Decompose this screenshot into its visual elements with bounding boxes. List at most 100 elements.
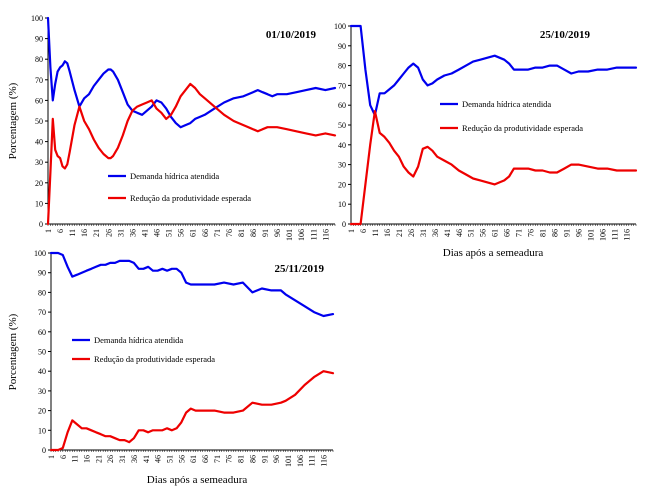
y-tick-label: 0	[342, 220, 346, 229]
x-tick-label: 26	[106, 455, 115, 463]
x-tick-label: 81	[539, 229, 548, 237]
x-tick-label: 46	[154, 455, 163, 463]
x-tick-label: 66	[201, 229, 210, 237]
x-tick-label: 101	[284, 455, 293, 467]
x-tick-label: 36	[130, 455, 139, 463]
x-tick-label: 61	[491, 229, 500, 237]
y-tick-label: 10	[35, 199, 43, 208]
series-line-demanda	[349, 24, 638, 117]
x-tick-label: 76	[225, 229, 234, 237]
chart-title: 25/10/2019	[540, 29, 591, 41]
x-tick-label: 111	[610, 229, 619, 240]
legend-label: Redução da produtividade esperada	[130, 193, 251, 203]
x-tick-label: 56	[177, 455, 186, 463]
x-tick-label: 6	[59, 455, 68, 459]
x-tick-label: 116	[321, 229, 330, 241]
x-tick-label: 11	[71, 455, 80, 463]
x-tick-label: 91	[563, 229, 572, 237]
x-tick-label: 16	[83, 455, 92, 463]
y-tick-label: 90	[35, 35, 43, 44]
x-tick-label: 51	[165, 455, 174, 463]
y-tick-label: 50	[38, 348, 46, 357]
y-tick-label: 80	[35, 55, 43, 64]
x-tick-label: 61	[189, 455, 198, 463]
x-tick-label: 46	[455, 229, 464, 237]
x-tick-label: 86	[248, 455, 257, 463]
x-tick-label: 56	[479, 229, 488, 237]
y-tick-label: 100	[334, 22, 346, 31]
x-tick-label: 71	[515, 229, 524, 237]
y-tick-label: 0	[42, 446, 46, 455]
x-tick-label: 11	[68, 229, 77, 237]
legend-label: Redução da produtividade esperada	[462, 123, 583, 133]
x-tick-label: 36	[128, 229, 137, 237]
y-tick-label: 90	[38, 269, 46, 278]
x-tick-label: 106	[296, 455, 305, 467]
y-tick-label: 100	[34, 249, 46, 258]
series-line-reducao	[46, 82, 337, 226]
y-tick-label: 40	[35, 138, 43, 147]
y-tick-label: 70	[35, 76, 43, 85]
x-tick-label: 116	[320, 455, 329, 467]
y-axis-label: Porcentagem (%)	[7, 82, 19, 159]
x-tick-label: 41	[443, 229, 452, 237]
x-tick-label: 71	[213, 455, 222, 463]
y-tick-label: 50	[338, 121, 346, 130]
x-tick-label: 76	[225, 455, 234, 463]
x-tick-label: 1	[347, 229, 356, 233]
x-tick-label: 91	[261, 229, 270, 237]
x-tick-label: 6	[359, 229, 368, 233]
x-tick-label: 56	[177, 229, 186, 237]
y-tick-label: 30	[35, 158, 43, 167]
y-tick-label: 20	[35, 179, 43, 188]
y-tick-label: 10	[38, 426, 46, 435]
x-tick-label: 21	[395, 229, 404, 237]
x-tick-label: 66	[503, 229, 512, 237]
x-tick-label: 91	[260, 455, 269, 463]
x-tick-label: 111	[308, 455, 317, 466]
y-tick-label: 30	[38, 387, 46, 396]
x-tick-label: 11	[371, 229, 380, 237]
x-tick-label: 1	[44, 229, 53, 233]
x-tick-label: 81	[237, 229, 246, 237]
x-tick-label: 21	[94, 455, 103, 463]
x-tick-label: 86	[249, 229, 258, 237]
chart-title: 25/11/2019	[274, 263, 324, 275]
y-tick-label: 10	[338, 200, 346, 209]
y-tick-label: 50	[35, 117, 43, 126]
legend-label: Demanda hídrica atendida	[130, 171, 219, 181]
x-tick-label: 76	[527, 229, 536, 237]
x-tick-label: 21	[92, 229, 101, 237]
series-line-demanda	[46, 16, 337, 129]
x-tick-label: 101	[586, 229, 595, 241]
series-line-reducao	[349, 109, 638, 226]
x-tick-label: 106	[297, 229, 306, 241]
y-tick-label: 60	[338, 101, 346, 110]
x-axis-label: Dias após a semeadura	[147, 474, 248, 486]
x-tick-label: 86	[551, 229, 560, 237]
y-tick-label: 20	[338, 180, 346, 189]
chart-title: 01/10/2019	[266, 29, 317, 41]
y-tick-label: 40	[38, 367, 46, 376]
x-tick-label: 96	[273, 229, 282, 237]
x-tick-label: 116	[622, 229, 631, 241]
y-tick-label: 40	[338, 141, 346, 150]
x-tick-label: 16	[80, 229, 89, 237]
series-line-reducao	[49, 370, 335, 452]
x-tick-label: 51	[165, 229, 174, 237]
x-tick-label: 1	[47, 455, 56, 459]
y-tick-label: 30	[338, 161, 346, 170]
x-tick-label: 26	[104, 229, 113, 237]
series-line-demanda	[49, 251, 335, 318]
x-tick-label: 96	[272, 455, 281, 463]
y-tick-label: 70	[338, 81, 346, 90]
y-tick-label: 0	[39, 220, 43, 229]
y-tick-label: 70	[38, 308, 46, 317]
x-tick-label: 81	[237, 455, 246, 463]
x-axis-label: Dias após a semeadura	[443, 247, 544, 259]
x-tick-label: 36	[431, 229, 440, 237]
y-axis-label: Porcentagem (%)	[7, 313, 19, 390]
y-tick-label: 80	[338, 62, 346, 71]
